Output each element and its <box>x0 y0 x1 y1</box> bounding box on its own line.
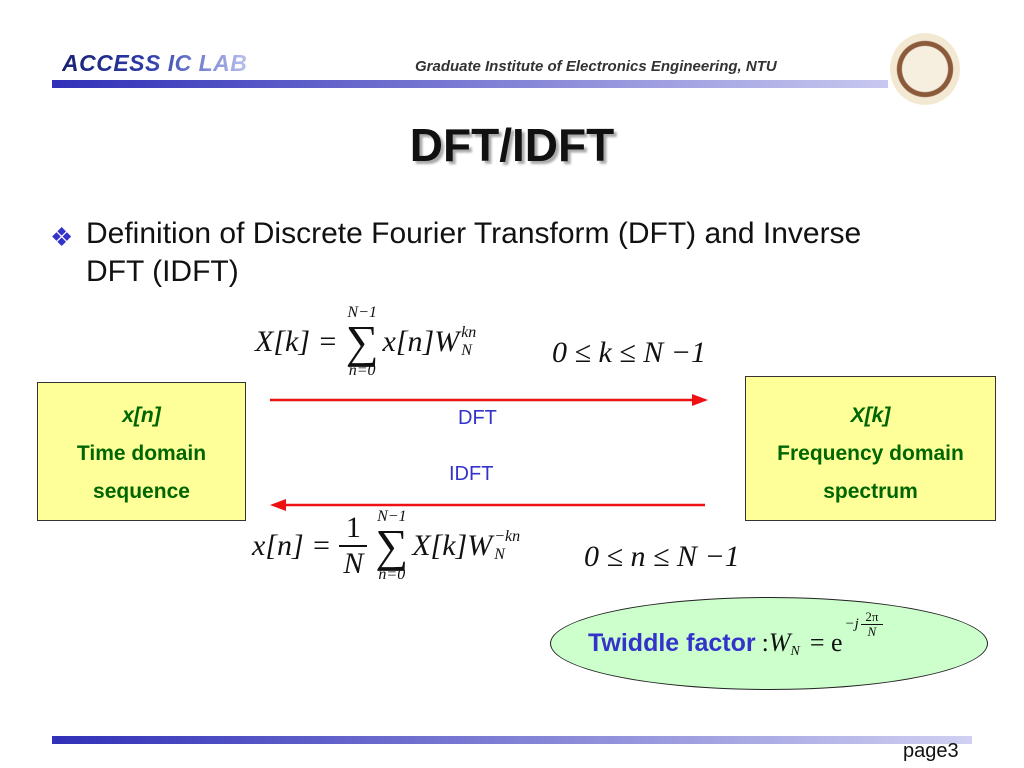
twiddle-den: N <box>867 624 877 639</box>
idft-scripts: −kn N <box>494 528 520 564</box>
box-sequence: sequence <box>93 480 190 503</box>
idft-sigma: ∑ <box>375 520 409 571</box>
slide-title: DFT/IDFT <box>409 119 615 171</box>
footer-bar <box>52 736 972 744</box>
box-Xk: X[k] <box>850 404 891 427</box>
box-spectrum: spectrum <box>823 480 918 503</box>
lab-logo: ACCESS IC LAB <box>62 50 248 76</box>
twiddle-fraction-line <box>860 624 883 625</box>
twiddle-factor-ellipse <box>550 597 988 690</box>
twiddle-colon: : <box>761 628 769 657</box>
box-frequency-domain: Frequency domain <box>777 442 964 465</box>
dft-formula: X[k] = N−1 ∑ n=0 x[n]W kn N <box>255 304 476 380</box>
idft-sub: N <box>494 546 505 563</box>
idft-fraction: 1 N <box>339 511 368 581</box>
header-bar <box>52 80 888 88</box>
dft-scripts: kn N <box>461 324 476 360</box>
idft-formula: x[n] = 1 N N−1 ∑ n=0 X[k]W −kn N <box>252 508 520 584</box>
bullet-text: Definition of Discrete Fourier Transform… <box>86 217 862 288</box>
twiddle-sub: N <box>790 644 800 659</box>
twiddle-exp: −j <box>844 616 859 632</box>
page-number: page3 <box>903 740 959 762</box>
time-domain-box: x[n] Time domain sequence <box>37 382 246 521</box>
twiddle-W: W <box>768 628 791 657</box>
dft-sub: N <box>461 342 472 359</box>
idft-sum-bottom: n=0 <box>378 566 406 583</box>
transform-arrows <box>270 394 708 511</box>
dft-sum-top: N−1 <box>347 304 377 321</box>
twiddle-formula: Twiddle factor : W N = e −j 2π N <box>588 610 883 676</box>
fraction-line <box>339 545 368 547</box>
dft-label: DFT <box>458 407 497 429</box>
diamond-bullet-icon: ❖ <box>50 222 74 252</box>
frequency-domain-box: X[k] Frequency domain spectrum <box>745 376 996 521</box>
idft-num: 1 <box>345 511 361 544</box>
dft-arrow <box>270 394 708 406</box>
idft-lhs: x[n] = <box>252 529 332 562</box>
idft-body: X[k]W <box>412 529 493 562</box>
university-seal-icon <box>890 33 960 105</box>
idft-label: IDFT <box>449 463 494 485</box>
idft-sum-top: N−1 <box>377 508 407 525</box>
dft-range: 0 ≤ k ≤ N −1 <box>552 336 706 369</box>
dft-sup: kn <box>461 324 477 341</box>
twiddle-eq: = e <box>809 628 843 657</box>
box-time-domain: Time domain <box>76 442 207 465</box>
idft-sum: N−1 ∑ n=0 <box>375 508 408 584</box>
idft-arrow <box>270 499 705 511</box>
idft-sup: −kn <box>494 528 521 545</box>
dft-sigma: ∑ <box>345 316 379 367</box>
dft-lhs: X[k] = <box>255 325 338 358</box>
twiddle-fraction: 2π N <box>860 609 883 639</box>
box-xn: x[n] <box>122 404 161 427</box>
institute-name: Graduate Institute of Electronics Engine… <box>415 58 777 75</box>
twiddle-label: Twiddle factor <box>588 628 756 657</box>
twiddle-exponent: −j 2π N <box>845 610 883 639</box>
idft-range: 0 ≤ n ≤ N −1 <box>584 540 740 573</box>
dft-sum-bottom: n=0 <box>348 362 376 379</box>
idft-den: N <box>343 547 364 580</box>
dft-body: x[n]W <box>382 325 460 358</box>
dft-sum: N−1 ∑ n=0 <box>346 304 379 380</box>
twiddle-num: 2π <box>865 609 879 624</box>
